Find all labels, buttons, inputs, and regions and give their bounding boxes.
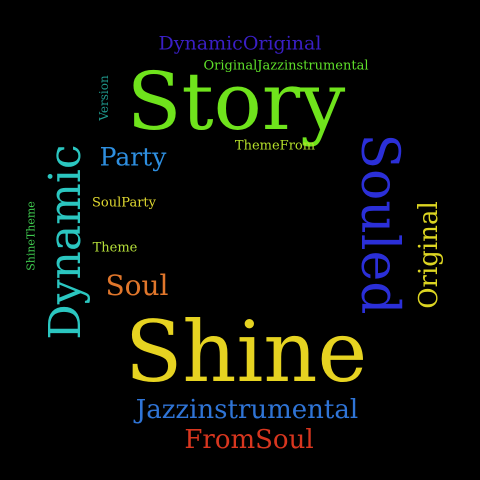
word-souled: Souled bbox=[349, 133, 409, 315]
word-party: Party bbox=[99, 142, 167, 172]
word-jazzinstrumental: Jazzinstrumental bbox=[135, 395, 359, 425]
word-themefrom: ThemeFrom bbox=[234, 138, 316, 154]
word-original: Original bbox=[414, 201, 444, 309]
word-soul: Soul bbox=[105, 269, 169, 302]
word-version: Version bbox=[97, 75, 111, 121]
word-soulparty: SoulParty bbox=[92, 195, 156, 211]
word-shinetheme: ShineTheme bbox=[24, 201, 38, 271]
word-originaljazzinstrumental: OriginalJazzinstrumental bbox=[203, 58, 369, 74]
word-story: Story bbox=[126, 55, 346, 148]
word-fromsoul: FromSoul bbox=[184, 425, 314, 455]
word-theme: Theme bbox=[92, 240, 138, 256]
word-dynamicoriginal: DynamicOriginal bbox=[158, 32, 322, 55]
word-dynamic: Dynamic bbox=[40, 144, 91, 340]
word-shine: Shine bbox=[124, 303, 368, 401]
